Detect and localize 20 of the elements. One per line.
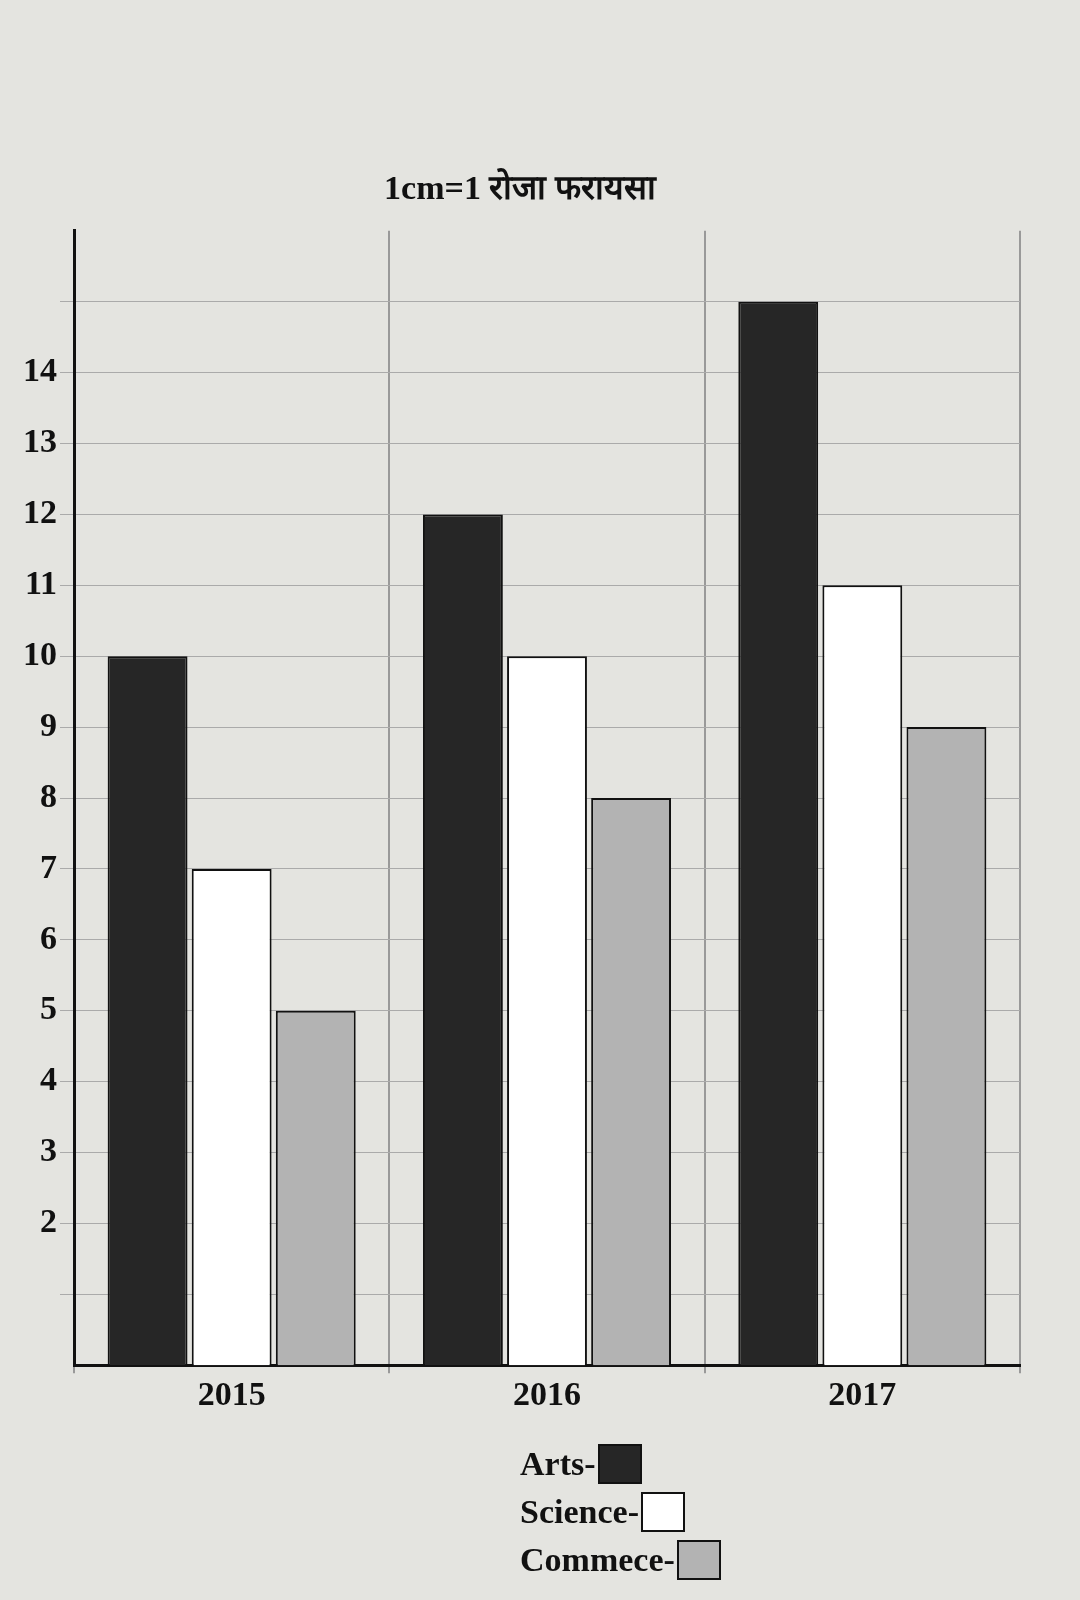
x-tick-label: 2016 [513,1375,581,1413]
y-tick-label: 2 [40,1202,57,1240]
chart-title: 1cm=1 रोजा फरायसा [384,167,657,207]
legend-label: Commece- [520,1541,675,1579]
x-tick-label: 2015 [197,1375,266,1413]
legend-label: Science- [520,1493,639,1531]
y-tick-label: 13 [23,422,57,460]
y-tick-label: 6 [40,918,57,956]
y-tick-label: 3 [40,1131,57,1169]
y-tick-label: 12 [23,493,57,531]
legend-label: Arts- [520,1445,596,1483]
y-tick-label: 8 [40,776,57,814]
y-tick-label: 10 [23,634,57,672]
y-tick-label: 7 [40,847,57,885]
y-tick-label: 4 [40,1060,57,1098]
y-tick-label: 14 [23,351,57,389]
y-tick-label: 5 [40,989,57,1027]
x-tick-label: 2017 [828,1375,897,1413]
y-tick-label: 11 [24,564,57,602]
y-tick-label: 9 [40,705,57,743]
